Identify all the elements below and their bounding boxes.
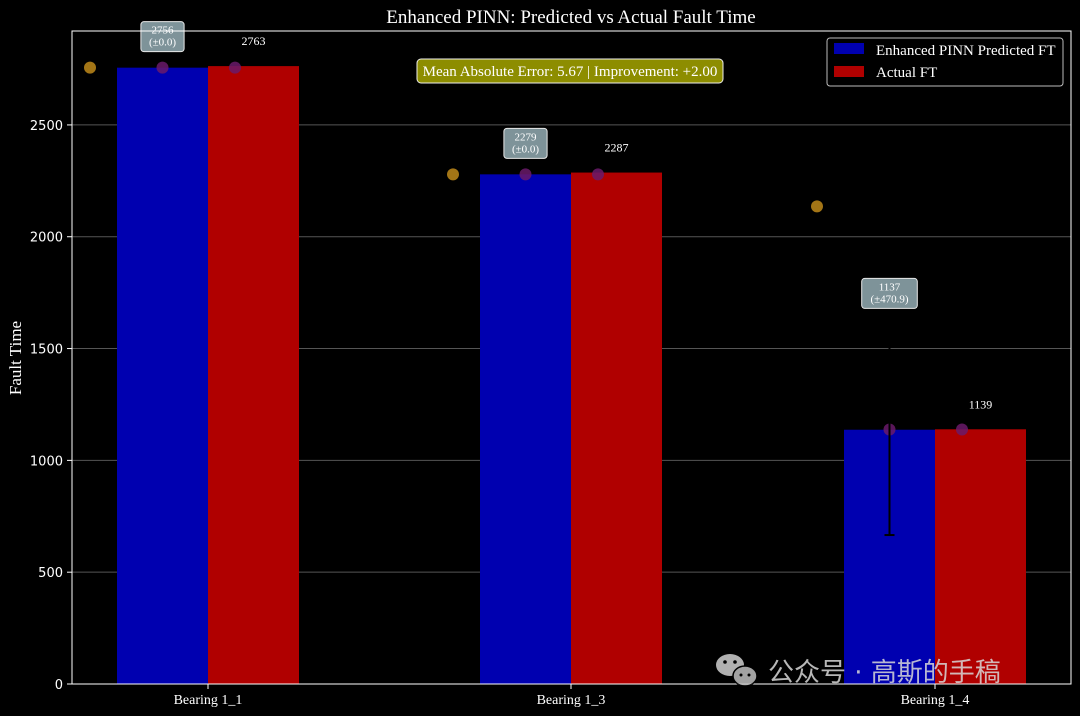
x-axis: Bearing 1_1 Bearing 1_3 Bearing 1_4 <box>174 684 970 708</box>
bars <box>117 66 1026 685</box>
mae-annotation-text: Mean Absolute Error: 5.67 | Improvement:… <box>423 64 718 80</box>
scatter-point <box>84 61 96 74</box>
predicted-value-label-box <box>140 21 185 53</box>
mae-annotation: Mean Absolute Error: 5.67 | Improvement:… <box>416 58 724 84</box>
actual-value-label: 1139 <box>969 397 993 411</box>
actual-value-label: 2287 <box>605 141 629 155</box>
scatter-point <box>956 423 968 436</box>
x-tick-label: Bearing 1_4 <box>901 693 970 708</box>
y-tick-label: 2000 <box>30 231 63 246</box>
predicted-value-label-box <box>861 277 918 309</box>
bar-predicted <box>480 174 571 684</box>
x-tick-label: Bearing 1_1 <box>174 693 243 708</box>
predicted-value-label-text: (±0.0) <box>512 143 539 155</box>
y-tick-label: 500 <box>38 566 63 581</box>
watermark: 公众号 · 高斯的手稿 <box>716 654 1001 688</box>
bar-actual <box>571 172 662 685</box>
scatter-point <box>811 200 823 213</box>
predicted-value-label-text: (±470.9) <box>870 293 908 305</box>
mae-annotation-box <box>416 58 724 84</box>
legend-swatch-predicted <box>834 43 864 54</box>
legend-swatch-actual <box>834 66 864 77</box>
y-tick-label: 1000 <box>30 454 63 469</box>
bar-actual <box>208 66 299 685</box>
actual-value-label: 2763 <box>242 34 266 48</box>
predicted-value-label-text: 1137 <box>879 281 901 293</box>
legend-box <box>826 37 1064 87</box>
x-tick-label: Bearing 1_3 <box>537 693 606 708</box>
y-tick-label: 1500 <box>30 343 63 358</box>
predicted-value-label: 1137(±470.9) <box>861 277 918 309</box>
scatter-point <box>229 61 241 74</box>
watermark-text: 公众号 · 高斯的手稿 <box>768 658 1001 688</box>
wechat-icon <box>716 654 758 687</box>
legend-label-predicted: Enhanced PINN Predicted FT <box>876 43 1056 59</box>
legend: Enhanced PINN Predicted FT Actual FT <box>826 37 1064 87</box>
predicted-value-label: 2756(±0.0) <box>140 21 185 53</box>
scatter-point <box>519 168 532 181</box>
predicted-value-label-text: (±0.0) <box>149 37 176 49</box>
legend-label-actual: Actual FT <box>876 65 937 81</box>
scatter-point <box>592 168 604 181</box>
error-bars <box>884 323 895 537</box>
bar-actual <box>935 429 1026 684</box>
y-axis-label: Fault Time <box>6 321 25 395</box>
y-tick-label: 2500 <box>30 119 63 134</box>
y-axis: 0 500 1000 1500 2000 2500 <box>30 119 72 693</box>
chart-title: Enhanced PINN: Predicted vs Actual Fault… <box>386 7 755 28</box>
scatter-point <box>447 168 459 181</box>
predicted-value-label-text: 2279 <box>515 131 538 143</box>
bar-predicted <box>117 67 208 684</box>
predicted-value-label-box <box>503 127 548 159</box>
y-tick-label: 0 <box>55 678 63 693</box>
scatter-point <box>156 61 169 74</box>
predicted-value-label: 2279(±0.0) <box>503 127 548 159</box>
